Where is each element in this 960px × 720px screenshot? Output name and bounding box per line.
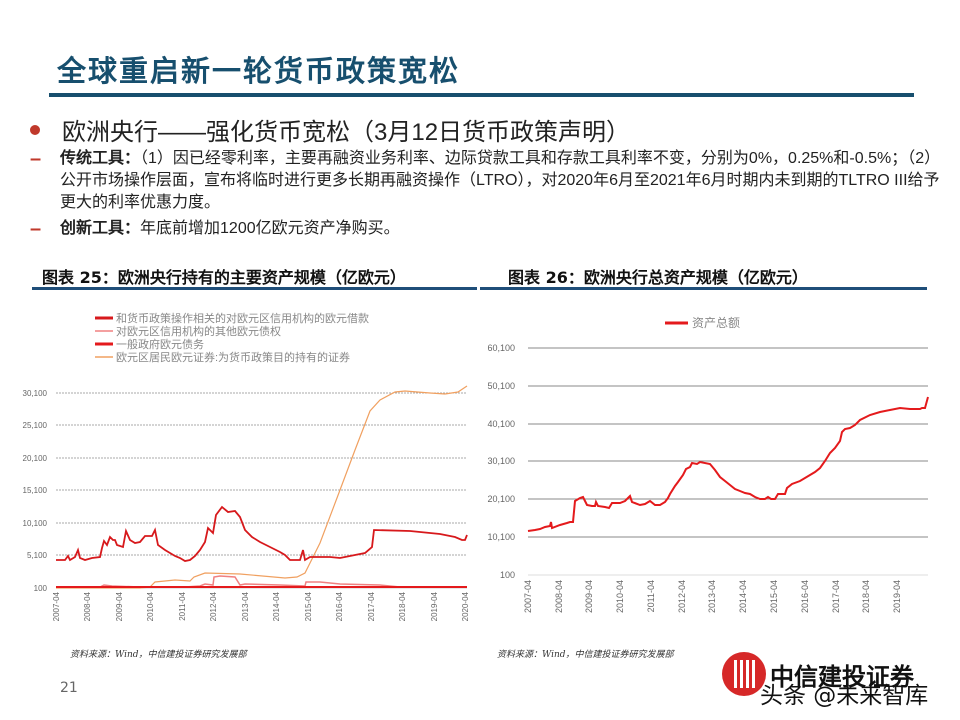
svg-text:2019-04: 2019-04 [892, 580, 902, 613]
figure-25-underline [32, 287, 477, 290]
figure-26-source: 资料来源：Wind，中信建投证券研究发展部 [497, 650, 674, 660]
svg-text:2011-04: 2011-04 [178, 591, 187, 620]
svg-text:2014-04: 2014-04 [738, 580, 748, 613]
main-bullet: 欧洲央行——强化货币宽松（3月12日货币政策声明） [30, 112, 630, 147]
svg-text:2012-04: 2012-04 [209, 591, 218, 621]
legend-label: 对欧元区信用机构的其他欧元债权 [116, 324, 281, 338]
sub-item-text: （1）因已经零利率，主要再融资业务利率、边际贷款工具和存款工具利率不变，分别为0… [60, 150, 941, 211]
dash-icon: – [30, 218, 42, 240]
svg-text:20,100: 20,100 [23, 454, 48, 463]
chart-25-y-axis: 30,100 25,100 20,100 15,100 10,100 5,100… [23, 389, 48, 593]
logo-emblem-icon [722, 652, 766, 696]
legend-label: 欧元区居民欧元证券:为货币政策目的持有的证券 [116, 350, 350, 364]
svg-text:2019-04: 2019-04 [430, 591, 439, 621]
svg-text:60,100: 60,100 [487, 343, 515, 353]
svg-text:2012-04: 2012-04 [677, 580, 687, 613]
svg-text:2009-04: 2009-04 [584, 580, 594, 613]
svg-text:10,100: 10,100 [23, 519, 48, 528]
chart-25: 和货币政策操作相关的对欧元区信用机构的欧元借款 对欧元区信用机构的其他欧元债权 … [23, 311, 470, 621]
svg-text:2013-04: 2013-04 [241, 591, 250, 621]
bullet-text: 欧洲央行——强化货币宽松（3月12日货币政策声明） [62, 119, 631, 146]
svg-text:2008-04: 2008-04 [554, 580, 564, 613]
series-line-pink [56, 575, 467, 588]
svg-text:2018-04: 2018-04 [861, 580, 871, 613]
svg-text:2010-04: 2010-04 [615, 580, 625, 613]
svg-text:50,100: 50,100 [487, 381, 515, 391]
figure-25-source: 资料来源：Wind，中信建投证券研究发展部 [70, 650, 247, 660]
svg-text:2017-04: 2017-04 [831, 580, 841, 613]
legend-label: 和货币政策操作相关的对欧元区信用机构的欧元借款 [116, 311, 369, 325]
chart-26-x-axis: 2007-04 2008-04 2009-04 2010-04 2011-04 … [523, 580, 902, 613]
sub-item-traditional-tools: – 传统工具：（1）因已经零利率，主要再融资业务利率、边际贷款工具和存款工具利率… [30, 148, 950, 214]
svg-text:2015-04: 2015-04 [304, 591, 313, 621]
watermark: 头条 @未来智库 [760, 683, 929, 709]
svg-text:2011-04: 2011-04 [646, 580, 656, 612]
svg-text:100: 100 [34, 584, 48, 593]
svg-text:2016-04: 2016-04 [800, 580, 810, 613]
svg-text:2015-04: 2015-04 [769, 580, 779, 613]
sub-item-text: 年底前增加1200亿欧元资产净购买。 [140, 220, 400, 237]
svg-text:25,100: 25,100 [23, 421, 48, 430]
svg-text:2009-04: 2009-04 [115, 591, 124, 621]
svg-text:2017-04: 2017-04 [367, 591, 376, 621]
svg-text:2008-04: 2008-04 [83, 591, 92, 621]
series-line-total-assets [527, 396, 929, 532]
page-number: 21 [60, 680, 78, 696]
series-line-dark-red [56, 505, 468, 562]
svg-text:2007-04: 2007-04 [52, 591, 61, 621]
svg-text:15,100: 15,100 [23, 486, 48, 495]
svg-text:2018-04: 2018-04 [398, 591, 407, 621]
svg-text:2013-04: 2013-04 [707, 580, 717, 613]
svg-text:40,100: 40,100 [487, 419, 515, 429]
svg-text:2016-04: 2016-04 [335, 591, 344, 621]
svg-text:20,100: 20,100 [487, 494, 515, 504]
legend-label: 资产总额 [692, 316, 740, 330]
bullet-dot-icon [30, 124, 40, 135]
series-line-orange [56, 385, 468, 589]
chart-26-y-axis: 60,100 50,100 40,100 30,100 20,100 10,10… [487, 343, 515, 580]
sub-item-label: 传统工具： [60, 150, 141, 167]
svg-text:2020-04: 2020-04 [461, 591, 470, 621]
svg-text:2010-04: 2010-04 [146, 591, 155, 621]
chart-25-grid [56, 392, 467, 556]
slide-title: 全球重启新一轮货币政策宽松 [57, 54, 461, 88]
svg-text:2007-04: 2007-04 [523, 580, 533, 613]
svg-text:5,100: 5,100 [27, 551, 48, 560]
svg-text:30,100: 30,100 [487, 456, 515, 466]
svg-text:100: 100 [500, 570, 515, 580]
chart-25-legend: 和货币政策操作相关的对欧元区信用机构的欧元借款 对欧元区信用机构的其他欧元债权 … [95, 311, 369, 364]
chart-26-grid [528, 347, 928, 538]
logo-text: 中信建投证券 [770, 661, 914, 691]
figure-26-underline [480, 287, 927, 290]
chart-25-x-axis: 2007-04 2008-04 2009-04 2010-04 2011-04 … [52, 591, 470, 621]
svg-text:30,100: 30,100 [23, 389, 48, 398]
svg-text:2014-04: 2014-04 [272, 591, 281, 621]
figure-26-title: 图表 26：欧洲央行总资产规模（亿欧元） [508, 268, 808, 287]
chart-26-legend: 资产总额 [665, 316, 740, 330]
sub-item-label: 创新工具： [60, 220, 141, 237]
figure-25-title: 图表 25：欧洲央行持有的主要资产规模（亿欧元） [42, 268, 406, 287]
company-logo: 中信建投证券 [722, 652, 914, 696]
svg-text:10,100: 10,100 [487, 532, 515, 542]
dash-icon: – [30, 148, 42, 170]
legend-label: 一般政府欧元债务 [116, 337, 204, 351]
chart-26: 资产总额 60,100 50,100 40,100 30,100 20,100 … [487, 316, 929, 613]
title-underline [49, 93, 914, 97]
sub-item-innovative-tools: – 创新工具：年底前增加1200亿欧元资产净购买。 [30, 218, 950, 240]
